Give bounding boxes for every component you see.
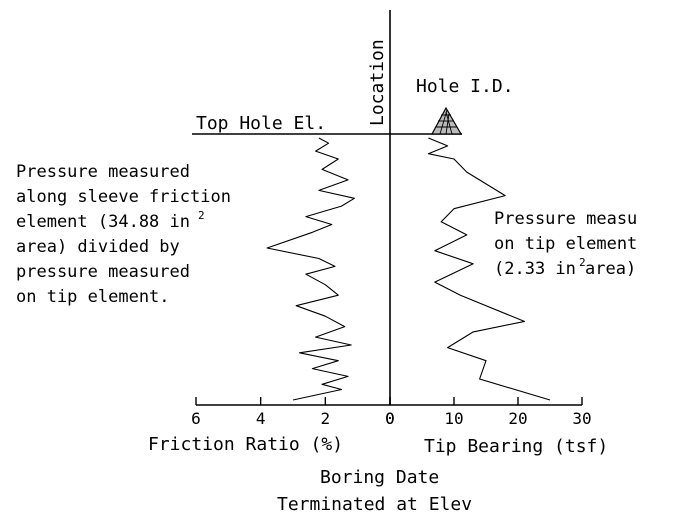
tip-tick-label: 10 bbox=[444, 409, 463, 428]
friction-ratio-note: Pressure measured along sleeve friction … bbox=[16, 162, 231, 307]
tip-note-line: area) bbox=[585, 259, 636, 279]
friction-note-line: on tip element. bbox=[16, 287, 170, 307]
top-hole-el-label: Top Hole El. bbox=[196, 113, 326, 134]
tip-bearing-axis-label: Tip Bearing (tsf) bbox=[424, 436, 608, 457]
friction-note-line: pressure measured bbox=[16, 262, 190, 282]
tip-bearing-chart: 0 10 20 30 bbox=[385, 137, 592, 428]
terminated-elev-label: Terminated at Elev bbox=[277, 494, 472, 515]
tip-tick-label: 20 bbox=[508, 409, 527, 428]
tip-note-line: Pressure measu bbox=[494, 209, 637, 229]
tip-bearing-note: Pressure measu on tip element (2.33 in 2… bbox=[494, 209, 637, 279]
tip-note-line: (2.33 in bbox=[494, 259, 576, 279]
tip-tick-label: 30 bbox=[572, 409, 591, 428]
friction-tick-label: 6 bbox=[191, 409, 201, 428]
friction-ratio-trace bbox=[266, 137, 355, 401]
friction-ratio-chart: 6 4 2 0 bbox=[191, 137, 395, 428]
friction-ratio-axis-label: Friction Ratio (%) bbox=[148, 434, 343, 455]
location-label: Location bbox=[367, 39, 388, 126]
hole-id-label: Hole I.D. bbox=[416, 76, 514, 97]
friction-note-line: element (34.88 in bbox=[16, 212, 190, 232]
tip-note-line: on tip element bbox=[494, 234, 637, 254]
friction-tick-label: 0 bbox=[385, 409, 395, 428]
friction-note-line: along sleeve friction bbox=[16, 187, 231, 207]
friction-note-line: area) divided by bbox=[16, 237, 180, 257]
tip-bearing-trace bbox=[427, 137, 551, 401]
friction-tick-label: 2 bbox=[321, 409, 331, 428]
friction-note-superscript: 2 bbox=[198, 209, 205, 222]
friction-tick-label: 4 bbox=[256, 409, 266, 428]
boring-date-label: Boring Date bbox=[320, 467, 439, 488]
tip-note-superscript: 2 bbox=[579, 256, 586, 269]
hole-marker-icon bbox=[430, 106, 463, 135]
friction-note-line: Pressure measured bbox=[16, 162, 190, 182]
tip-tick-label: 0 bbox=[385, 409, 395, 428]
